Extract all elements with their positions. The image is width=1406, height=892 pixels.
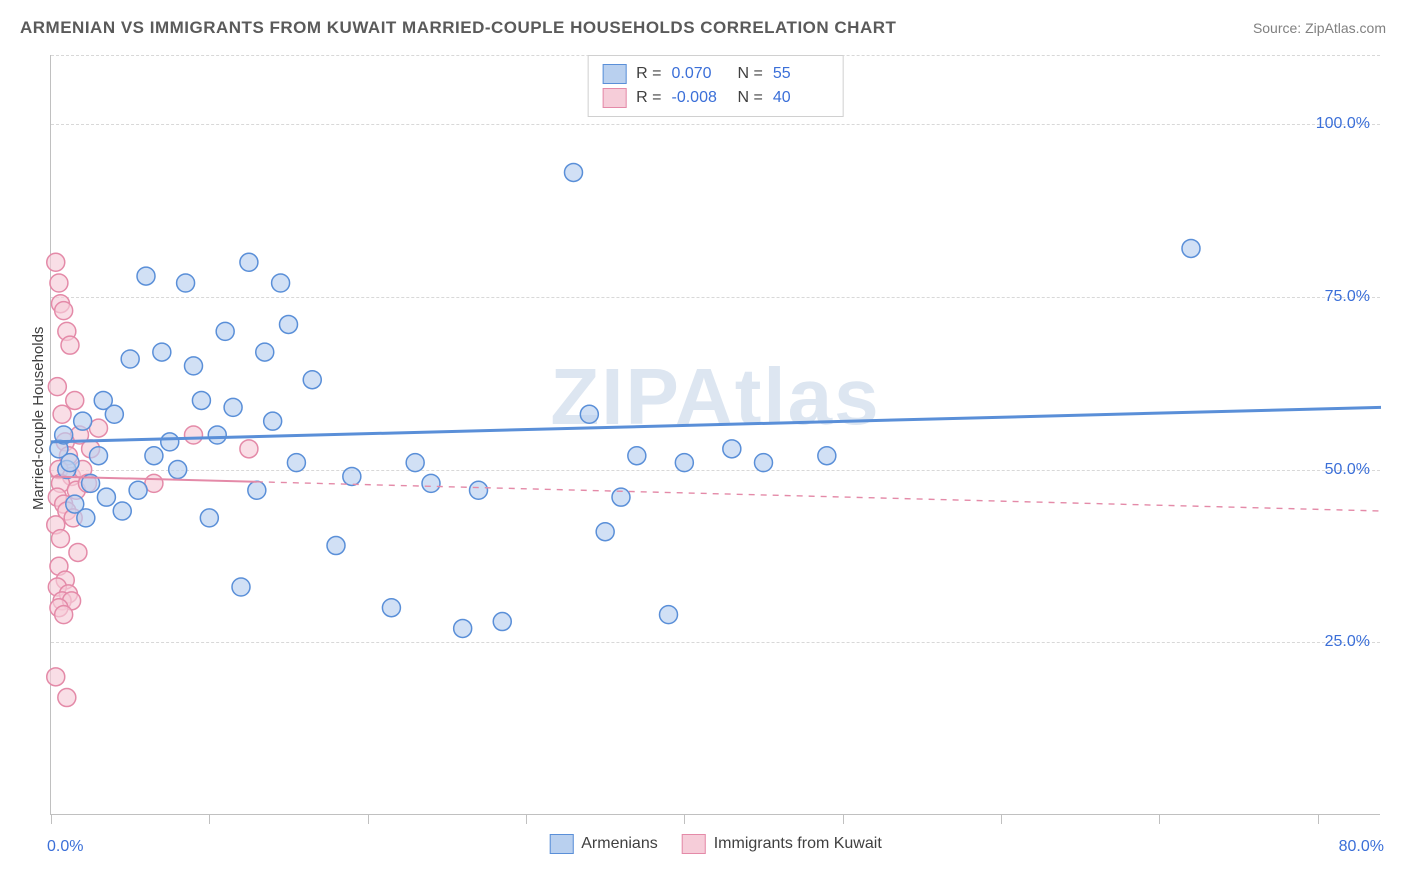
x-max-label: 80.0%	[1339, 838, 1384, 856]
y-tick-label: 50.0%	[1325, 461, 1370, 479]
legend-swatch-2	[682, 834, 706, 854]
scatter-svg	[51, 55, 1380, 814]
x-min-label: 0.0%	[47, 838, 83, 856]
n-value-2: 40	[773, 89, 829, 107]
swatch-series-2	[602, 88, 626, 108]
y-tick-label: 100.0%	[1316, 115, 1370, 133]
legend-item-1: Armenians	[549, 834, 657, 854]
n-label: N =	[738, 65, 763, 83]
chart-title: ARMENIAN VS IMMIGRANTS FROM KUWAIT MARRI…	[20, 18, 896, 38]
legend-item-2: Immigrants from Kuwait	[682, 834, 882, 854]
legend-label-2: Immigrants from Kuwait	[714, 835, 882, 853]
legend-swatch-1	[549, 834, 573, 854]
plot-area: ZIPAtlas R = 0.070 N = 55 R = -0.008 N =…	[50, 55, 1380, 815]
y-tick-label: 25.0%	[1325, 633, 1370, 651]
y-axis-label: Married-couple Households	[30, 327, 47, 510]
series-legend: Armenians Immigrants from Kuwait	[549, 834, 882, 854]
n-value-1: 55	[773, 65, 829, 83]
chart-header: ARMENIAN VS IMMIGRANTS FROM KUWAIT MARRI…	[20, 18, 1386, 38]
chart-container: ARMENIAN VS IMMIGRANTS FROM KUWAIT MARRI…	[0, 0, 1406, 892]
stats-row-series-1: R = 0.070 N = 55	[602, 62, 829, 86]
r-value-2: -0.008	[672, 89, 728, 107]
r-value-1: 0.070	[672, 65, 728, 83]
stats-row-series-2: R = -0.008 N = 40	[602, 86, 829, 110]
n-label: N =	[738, 89, 763, 107]
swatch-series-1	[602, 64, 626, 84]
y-tick-label: 75.0%	[1325, 288, 1370, 306]
r-label: R =	[636, 65, 661, 83]
r-label: R =	[636, 89, 661, 107]
source-attribution: Source: ZipAtlas.com	[1253, 20, 1386, 36]
correlation-stats-box: R = 0.070 N = 55 R = -0.008 N = 40	[587, 55, 844, 117]
legend-label-1: Armenians	[581, 835, 657, 853]
